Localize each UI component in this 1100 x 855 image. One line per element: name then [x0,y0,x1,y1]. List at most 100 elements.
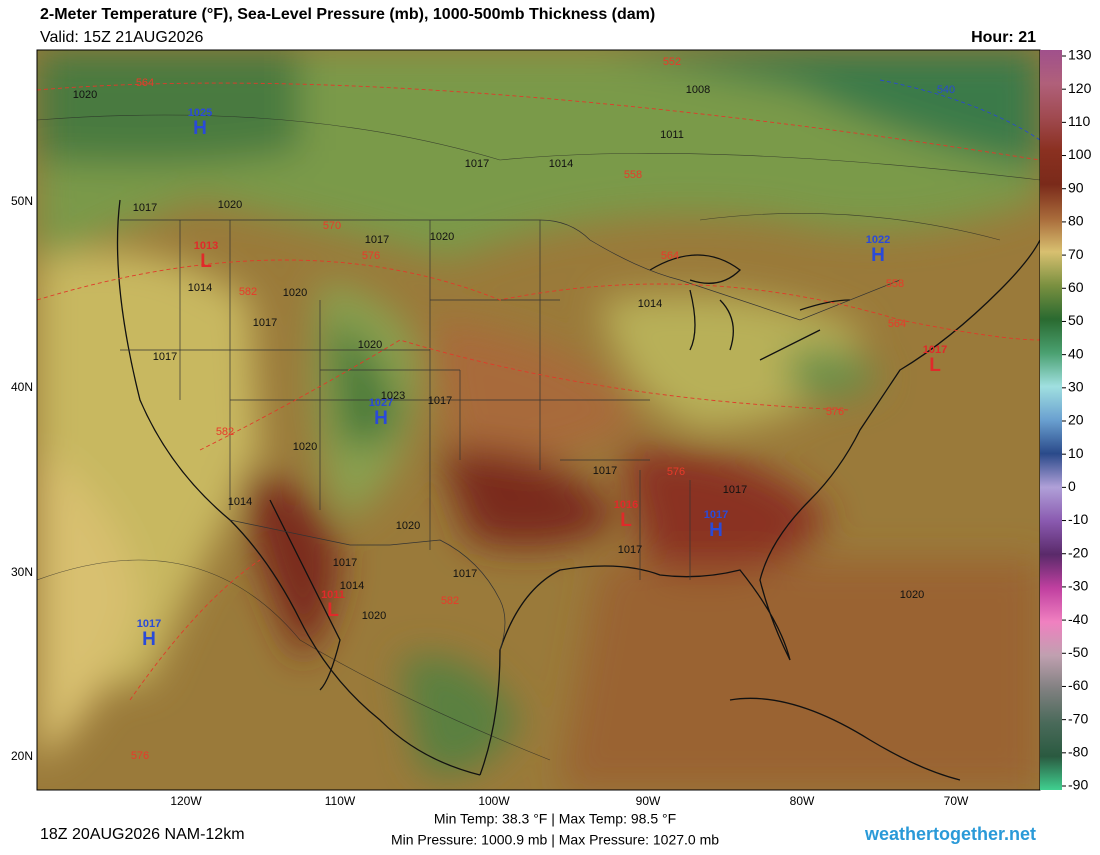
colorbar-label: 50 [1068,312,1084,328]
colorbar-label: 120 [1068,80,1092,96]
isobar-label: 1020 [73,89,97,101]
isobar-label: 1020 [358,339,382,351]
colorbar-label: -90 [1068,777,1088,793]
colorbar-label: 70 [1068,246,1084,262]
center-value: 1011 [321,589,345,601]
isobar-label: 1017 [723,484,747,496]
temp-range: Min Temp: 38.3 °F | Max Temp: 98.5 °F [434,811,676,827]
center-value: 1027 [369,397,393,409]
center-value: 1017 [923,344,947,356]
colorbar [1040,50,1062,790]
latitude-label: 30N [11,565,33,579]
site-name: weathertogether.net [864,824,1036,844]
isobar-label: 1017 [618,544,642,556]
thickness-label: 570 [323,220,341,232]
colorbar-label: -60 [1068,677,1088,693]
isobar-label: 1017 [133,202,157,214]
colorbar-label: 60 [1068,279,1084,295]
isobar-label: 1017 [465,158,489,170]
thickness-contours [37,79,1040,701]
colorbar-label: 10 [1068,445,1084,461]
center-letter: L [620,510,632,531]
isobar-label: 1020 [396,520,420,532]
colorbar-label: 40 [1068,345,1084,361]
isobar-label: 1020 [218,199,242,211]
thickness-label: 564 [136,77,154,89]
center-letter: L [929,355,941,376]
colorbar-label: -50 [1068,644,1088,660]
longitude-label: 90W [636,794,661,808]
center-value: 1017 [704,509,728,521]
colorbar-label: 80 [1068,213,1084,229]
longitude-label: 120W [170,794,202,808]
longitude-label: 80W [790,794,815,808]
center-letter: H [709,520,723,541]
latitude-label: 20N [11,749,33,763]
colorbar-label: -20 [1068,544,1088,560]
isobar-label: 1020 [362,610,386,622]
colorbar-label: 110 [1068,113,1091,129]
title: 2-Meter Temperature (°F), Sea-Level Pres… [40,6,655,23]
center-letter: H [142,629,156,650]
isobar-label: 1014 [228,496,252,508]
center-value: 1013 [194,240,218,252]
isobar-label: 1014 [549,158,573,170]
thickness-label: 576 [667,466,685,478]
isobar-label: 1020 [900,589,924,601]
model-run: 18Z 20AUG2026 NAM-12km [40,826,245,843]
colorbar-label: 0 [1068,478,1076,494]
thickness-label: 576 [826,406,844,418]
center-value: 1016 [614,499,638,511]
colorbar-label: 90 [1068,179,1084,195]
colorbar-label: -30 [1068,578,1088,594]
colorbar-label: 100 [1068,146,1092,162]
colorbar-label: -80 [1068,744,1088,760]
colorbar-label: -10 [1068,511,1088,527]
isobar-label: 1017 [253,317,277,329]
colorbar-label: 130 [1068,47,1092,63]
isobar-label: 1017 [365,234,389,246]
thickness-label: 582 [239,286,257,298]
isobar-label: 1017 [333,557,357,569]
borders [120,219,901,651]
latitude-label: 50N [11,194,33,208]
isobar-label: 1017 [453,568,477,580]
thickness-label: 582 [441,595,459,607]
colorbar-label: 20 [1068,412,1084,428]
isobar-label: 1014 [340,580,364,592]
center-letter: H [871,245,885,266]
colorbar-label: -40 [1068,611,1088,627]
center-value: 1017 [137,618,161,630]
isobar-label: 1014 [188,282,212,294]
colorbar-label: 30 [1068,379,1084,395]
isobar-label: 1023 [381,390,405,402]
colorbar-label: -70 [1068,710,1088,726]
thickness-label: 564 [661,250,679,262]
thickness-label: 540 [937,84,955,96]
center-letter: H [374,408,388,429]
center-value: 1025 [188,107,212,119]
coastlines [116,199,1040,781]
thickness-label: 564 [888,318,906,330]
thickness-label: 576 [362,250,380,262]
isobar-label: 1014 [638,298,662,310]
thickness-label: 552 [663,56,681,68]
isobar-label: 1017 [153,351,177,363]
thickness-label: 558 [886,278,904,290]
latitude-label: 40N [11,380,33,394]
center-letter: L [200,251,212,272]
isobars [37,114,1040,761]
isobar-label: 1020 [283,287,307,299]
center-value: 1022 [866,234,890,246]
isobar-label: 1017 [428,395,452,407]
forecast-hour: Hour: 21 [971,29,1036,46]
valid-time: Valid: 15Z 21AUG2026 [40,29,203,46]
center-letter: H [193,118,207,139]
longitude-label: 100W [478,794,510,808]
thickness-label: 558 [624,169,642,181]
isobar-label: 1020 [430,231,454,243]
